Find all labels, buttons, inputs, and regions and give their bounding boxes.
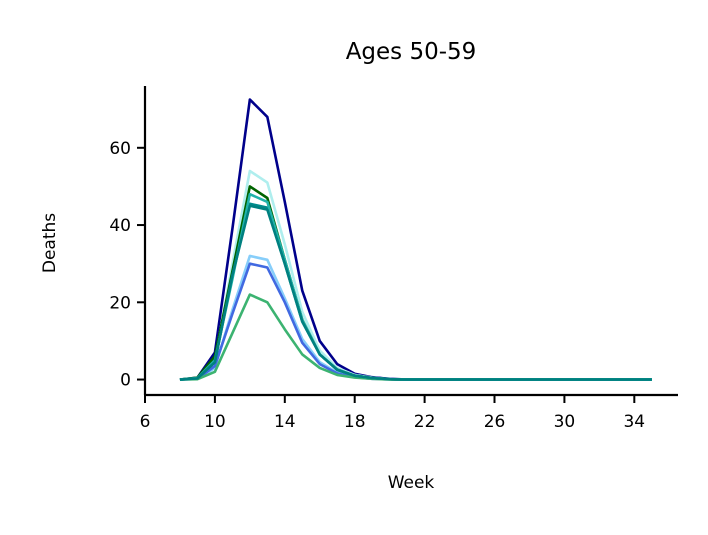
series-line-6 [179, 185, 652, 381]
series-line-1 [179, 98, 652, 381]
y-tick-label: 40 [109, 216, 131, 236]
series-line-2 [179, 169, 652, 381]
chart-title: Ages 50-59 [346, 39, 477, 65]
series-line-5 [179, 293, 652, 381]
y-axis-label: Deaths [40, 213, 60, 273]
y-ticks: 0 20 40 60 [109, 139, 145, 391]
x-tick-label: 30 [554, 412, 576, 432]
y-tick-label: 0 [120, 371, 131, 391]
x-tick-label: 22 [414, 412, 436, 432]
y-tick-label: 20 [109, 293, 131, 313]
x-tick-label: 6 [140, 412, 151, 432]
series-line-8 [179, 192, 652, 381]
x-tick-label: 26 [484, 412, 506, 432]
series-line-9 [179, 204, 652, 381]
x-tick-label: 10 [204, 412, 226, 432]
x-tick-label: 34 [623, 412, 645, 432]
series-line-7 [179, 202, 652, 381]
x-tick-label: 14 [274, 412, 296, 432]
series-line-3 [179, 254, 652, 381]
x-axis-label: Week [388, 473, 435, 493]
y-tick-label: 60 [109, 139, 131, 159]
series-layer [179, 98, 652, 381]
x-ticks: 6 10 14 18 22 26 30 34 [140, 395, 645, 432]
series-line-4 [179, 262, 652, 381]
x-tick-label: 18 [344, 412, 366, 432]
